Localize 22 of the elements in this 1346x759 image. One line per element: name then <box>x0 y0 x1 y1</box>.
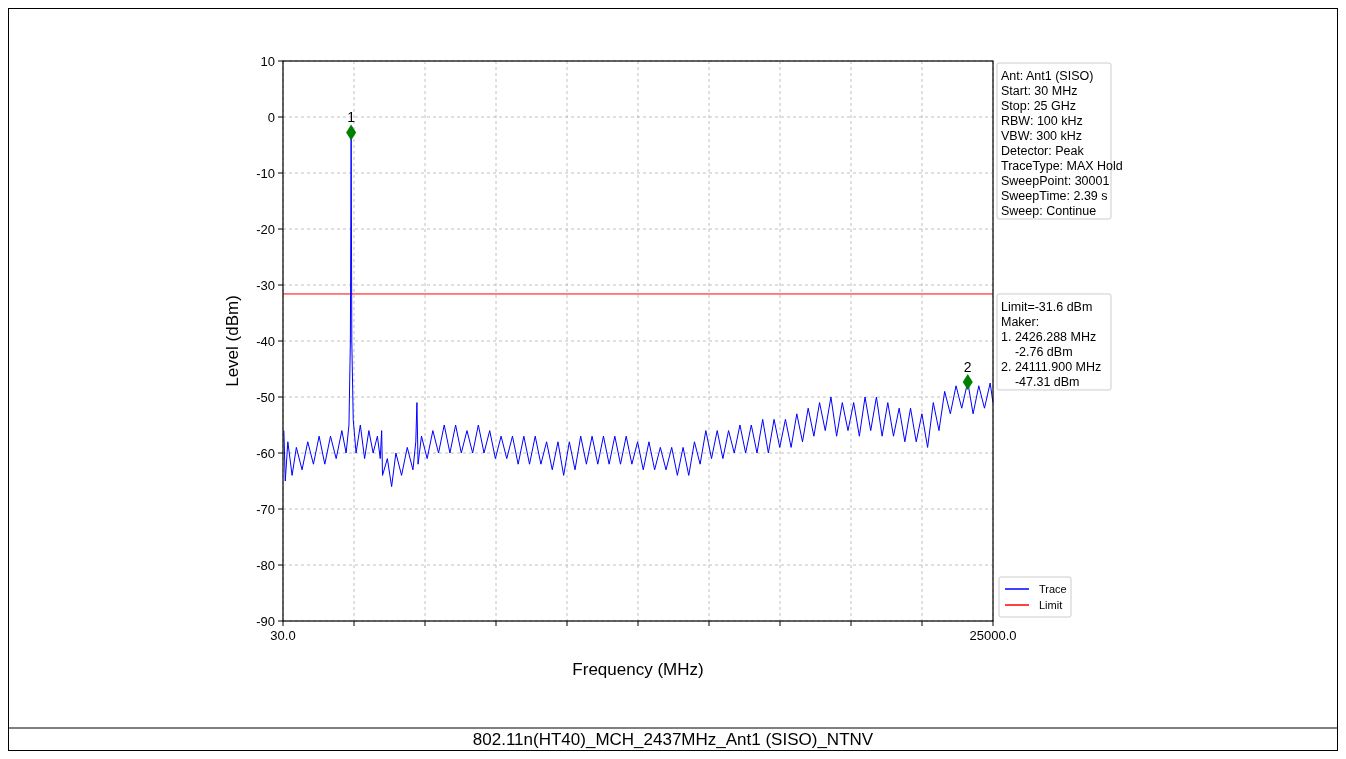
y-axis-title: Level (dBm) <box>223 295 242 387</box>
text: Ant: Ant1 (SISO) Start: 30 MHz Stop: 25 GHz RBW: 100 kHz VBW: 300 kHz Detector: Peak TraceType: MAX Hold SweepPoint: 30001 SweepTime: 2.39 s Sweep: Continue <box>1001 69 1123 218</box>
legend-label: Limit <box>1039 599 1063 611</box>
y-tick-label: -60 <box>256 445 275 461</box>
text: Limit=-31.6 dBm Maker: 1. 2426.288 MHz -2.76 dBm 2. 24111.900 MHz -47.31 dBm <box>1001 299 1102 389</box>
annotation: 2 <box>963 358 972 375</box>
y-tick-label: -10 <box>256 165 275 181</box>
y-tick-label: -30 <box>256 277 275 293</box>
x-tick-label: 30.0 <box>270 628 296 643</box>
y-tick-label: -40 <box>256 333 275 349</box>
y-tick-label: -80 <box>256 557 275 573</box>
text: 802.11n(HT40)_MCH_2437MHz_Ant1 (SISO)_NTNV <box>472 730 874 749</box>
x-axis-title: Frequency (MHz) <box>572 660 704 679</box>
y-tick-label: -50 <box>256 389 275 405</box>
y-tick-label: -90 <box>256 613 275 629</box>
y-tick-label: -20 <box>256 221 275 237</box>
x-tick-label: 25000.0 <box>969 628 1017 643</box>
y-tick-label: -70 <box>256 501 275 517</box>
y-tick-label: 10 <box>260 53 275 69</box>
y-tick-label: 0 <box>267 109 275 125</box>
annotation: 1 <box>347 109 356 126</box>
legend-label: Trace <box>1039 583 1067 595</box>
